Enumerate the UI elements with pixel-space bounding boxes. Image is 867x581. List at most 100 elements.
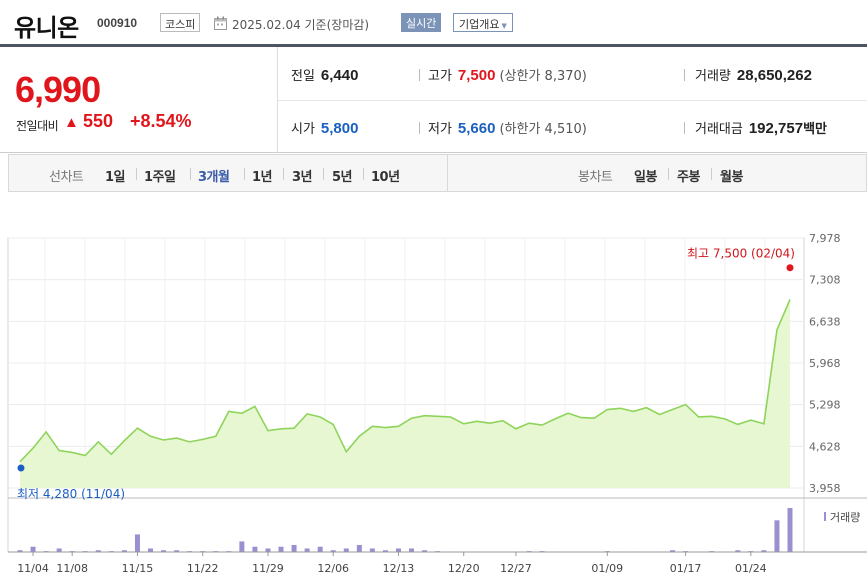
high-annotation: 최고 7,500 (02/04)	[687, 247, 795, 261]
volume-bar	[161, 550, 167, 552]
tab-1d[interactable]: 1일	[105, 170, 126, 185]
trade-amount-label: 거래대금	[695, 122, 743, 137]
x-tick-label: 11/29	[252, 562, 284, 575]
open-price: 시가 5,800	[291, 118, 358, 137]
chart-period-tabs: 선차트 1일 1주일 3개월 1년 3년 5년 10년 봉차트 일봉 주봉 월봉	[8, 154, 867, 192]
volume-bar	[134, 534, 140, 552]
tab-separator	[668, 168, 669, 180]
volume-bar	[56, 548, 62, 552]
stock-name: 유니온	[14, 14, 79, 42]
day-high-value: 7,500	[457, 67, 496, 84]
line-chart-group-label: 선차트	[49, 170, 84, 185]
volume-bar	[787, 508, 793, 552]
current-price: 6,990	[15, 69, 101, 110]
candle-chart-group-label: 봉차트	[578, 170, 613, 185]
calendar-icon	[214, 16, 227, 30]
x-tick-label: 12/06	[317, 562, 349, 575]
lower-limit: (하한가 4,510)	[499, 122, 587, 137]
stat-separator	[419, 69, 420, 81]
volume-bar	[317, 546, 323, 552]
change-rate: +8.54%	[130, 111, 192, 131]
volume-bar	[356, 544, 362, 552]
x-tick-label: 12/13	[383, 562, 415, 575]
x-tick-label: 11/04	[17, 562, 49, 575]
volume-bar	[422, 550, 428, 552]
tab-3y[interactable]: 3년	[292, 170, 313, 185]
x-tick-label: 11/22	[187, 562, 219, 575]
company-overview-label: 기업개요	[459, 18, 500, 31]
summary-row-divider	[278, 100, 867, 101]
base-date: 2025.02.04 기준(장마감)	[232, 18, 370, 32]
high-marker	[786, 264, 794, 272]
volume-bar	[95, 550, 101, 552]
day-high-label: 고가	[428, 69, 452, 84]
header-divider	[0, 44, 867, 47]
realtime-button[interactable]: 실시간	[401, 13, 442, 32]
trade-amount-value: 192,757	[748, 120, 804, 137]
chevron-down-icon: ▼	[501, 22, 507, 30]
tab-weekly-candle[interactable]: 주봉	[677, 170, 700, 185]
tab-5y[interactable]: 5년	[332, 170, 353, 185]
volume-bar	[17, 550, 23, 552]
volume-bar	[395, 548, 401, 552]
up-triangle-icon: ▲	[64, 114, 79, 131]
volume-bar	[369, 548, 375, 552]
tab-separator	[190, 168, 191, 180]
market-badge: 코스피	[160, 13, 201, 32]
volume-bar	[252, 546, 258, 552]
volume-bar	[343, 548, 349, 552]
day-low-value: 5,660	[457, 120, 496, 137]
tab-10y[interactable]: 10년	[371, 170, 400, 185]
tab-separator	[711, 168, 712, 180]
y-tick-label: 7,308	[809, 274, 841, 287]
volume-bar	[735, 550, 741, 552]
company-overview-dropdown[interactable]: 기업개요 ▼	[453, 13, 513, 32]
price-chart-svg: 7,978 7,308 6,638 5,968 5,298 4,628 3,958 거래량 11…	[7, 232, 867, 575]
prev-close: 전일 6,440	[291, 65, 358, 84]
volume-bar	[121, 550, 127, 552]
volume-bar	[304, 548, 310, 552]
y-tick-label: 6,638	[809, 315, 841, 328]
volume-bar	[382, 550, 388, 552]
stat-separator	[684, 122, 685, 134]
tab-3m[interactable]: 3개월	[198, 170, 230, 185]
summary-divider	[277, 47, 278, 153]
volume: 거래량 28,650,262	[695, 65, 812, 84]
tab-separator	[136, 168, 137, 180]
price-area-fill	[20, 299, 790, 488]
tab-1w[interactable]: 1주일	[144, 170, 176, 185]
trade-amount: 거래대금 192,757백만	[695, 118, 827, 137]
stock-code: 000910	[97, 16, 138, 30]
x-tick-label: 01/17	[670, 562, 702, 575]
tab-daily-candle[interactable]: 일봉	[634, 170, 657, 185]
volume-bar	[174, 550, 180, 552]
volume-legend-label: 거래량	[830, 511, 860, 524]
y-tick-label: 5,298	[809, 399, 841, 412]
volume-bar	[409, 548, 415, 552]
x-tick-label: 12/20	[448, 562, 480, 575]
price-chart[interactable]: 7,978 7,308 6,638 5,968 5,298 4,628 3,958 거래량 11…	[0, 200, 867, 581]
price-summary: 6,990 전일대비 ▲ 550 +8.54% 전일 6,440 고가 7,500(…	[0, 47, 867, 153]
tab-monthly-candle[interactable]: 월봉	[720, 170, 743, 185]
volume-bar	[330, 550, 336, 552]
tab-separator	[244, 168, 245, 180]
x-tick-label: 12/27	[500, 562, 532, 575]
open-price-label: 시가	[291, 122, 315, 137]
price-series-line	[19, 299, 791, 463]
day-low-label: 저가	[428, 122, 452, 137]
volume-bar	[239, 541, 245, 552]
y-tick-label: 3,958	[809, 482, 841, 495]
tab-separator	[283, 168, 284, 180]
volume-legend-swatch	[824, 512, 826, 521]
volume-bar	[148, 548, 154, 552]
stock-header: 유니온 000910 코스피 2025.02.04 기준(장마감) 실시간 기업…	[0, 0, 867, 44]
tab-group-divider	[447, 155, 448, 191]
tab-1y[interactable]: 1년	[252, 170, 273, 185]
price-change: 550	[83, 111, 114, 131]
day-high: 고가 7,500 (상한가 8,370)	[428, 65, 587, 84]
x-tick-label: 01/09	[591, 562, 623, 575]
volume-bar	[291, 544, 297, 552]
trade-amount-unit: 백만	[803, 122, 827, 137]
volume-bar	[265, 548, 271, 552]
volume-bar	[670, 550, 676, 552]
